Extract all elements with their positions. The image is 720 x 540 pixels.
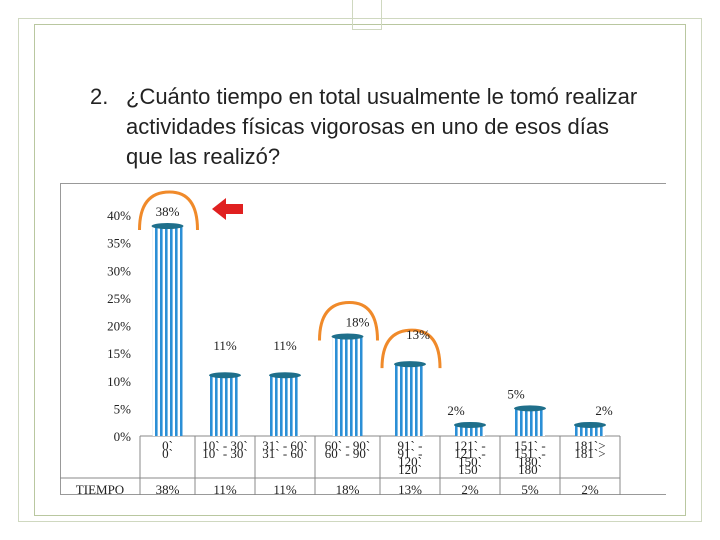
y-tick-label: 10% [107,374,131,389]
table-cell: 2% [581,482,599,497]
bar [515,408,545,436]
highlight-ring [318,301,379,341]
category-label: 180` [518,454,542,469]
y-tick-label: 40% [107,208,131,223]
y-tick-label: 0% [114,429,132,444]
table-cell: 2% [461,482,479,497]
bar [210,375,240,436]
category-label: 120` [398,462,422,477]
category-label: 151` - [514,438,545,453]
y-tick-label: 25% [107,291,131,306]
slide-frame-accent [352,0,382,30]
data-label: 2% [595,403,613,418]
arrow-icon-shape [212,198,243,220]
table-cell: 11% [213,482,237,497]
category-label: 121` - [454,446,485,461]
data-label: 2% [447,403,465,418]
y-tick-label: 15% [107,346,131,361]
category-label: 120` [398,454,422,469]
category-label: 181`> [574,446,605,461]
bar-cap [209,372,241,379]
table-row-header: TIEMPO [76,482,124,497]
category-label: 0` [162,446,173,461]
data-label: 5% [507,386,525,401]
bar-cap [454,421,486,428]
bars [138,190,606,436]
bar-cap [331,333,364,340]
question-text: ¿Cuánto tiempo en total usualmente le to… [126,84,638,169]
category-label: 10` - 30` [202,438,248,453]
table-cell: 5% [521,482,539,497]
y-tick-label: 20% [107,319,131,334]
table-cell: 11% [273,482,297,497]
y-axis-ticks: 0% 5% 10% 15% 20% 25% 30% 35% 40% [107,208,131,444]
category-label: 0` [162,438,173,453]
y-tick-label: 30% [107,263,131,278]
data-table: TIEMPO 38% 11% 11% 18% 13% 2% 5% 2% [76,482,599,497]
bar-cap [269,372,301,379]
data-label: 18% [346,315,370,330]
highlight-ring [138,190,199,231]
category-labels: 0`0` 10` - 30`10` - 30` 31` - 60`31` - 60`… [162,438,606,477]
table-cell: 13% [398,482,422,497]
category-label: 91` - [398,438,423,453]
bar-cap [394,361,426,368]
category-label: 121` - [454,438,485,453]
question-number: 2. [90,84,109,109]
data-label: 11% [213,338,237,353]
data-label: 11% [273,338,297,353]
category-label: 181`> [574,438,605,453]
category-label: 60` - 90` [325,446,371,461]
bar-cap [574,421,606,428]
highlight-ring [380,328,442,369]
category-label: 150` [458,462,482,477]
category-label: 31` - 60` [262,438,308,453]
data-label: 13% [406,327,430,342]
category-label: 10` - 30` [202,446,248,461]
category-label: 60` - 90` [325,438,371,453]
data-table-lines [60,435,621,495]
chart-border [60,183,666,495]
category-label: 31` - 60` [262,446,308,461]
data-label: 38% [156,204,180,219]
category-label: 150` [458,454,482,469]
table-cell: 18% [336,482,360,497]
value-labels: 38% 11% 11% 18% 13% 2% 5% 2% [156,204,613,418]
y-tick-label: 35% [107,236,131,251]
category-label: 91` - [398,446,423,461]
y-tick-label: 5% [114,401,132,416]
bar [395,364,425,436]
bar [455,424,485,436]
bar [152,226,183,436]
bar-cap [514,405,546,412]
table-cell: 38% [156,482,180,497]
slide-frame-outer [18,18,702,522]
bar [270,375,300,436]
arrow-icon [212,198,243,220]
bar [575,424,605,436]
category-label: 180` [518,462,542,477]
bar [332,336,363,436]
bar-cap [151,223,184,230]
category-label: 151` - [514,446,545,461]
